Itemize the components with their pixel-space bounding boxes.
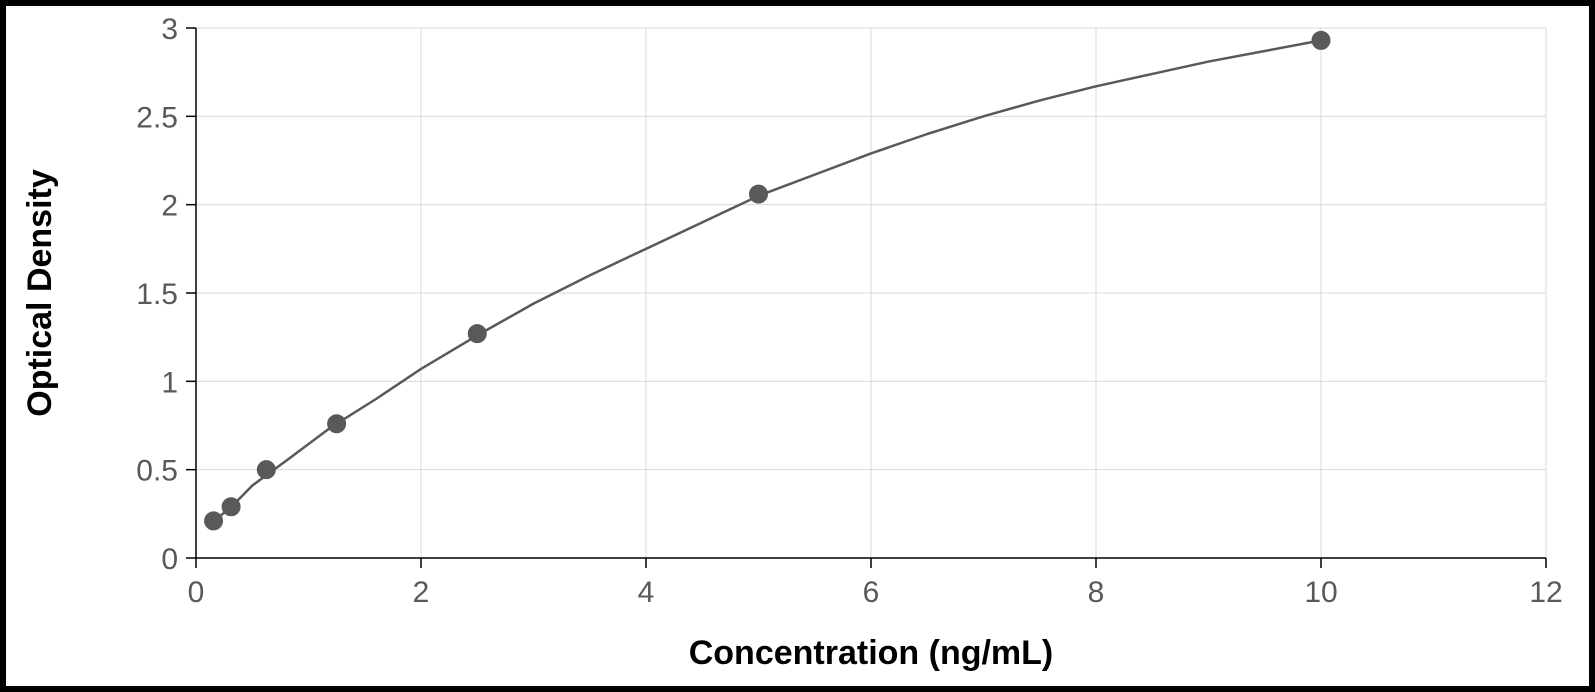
y-tick-label: 1 bbox=[161, 366, 178, 399]
y-axis-title: Optical Density bbox=[21, 169, 59, 417]
y-tick-label: 3 bbox=[161, 13, 178, 46]
y-tick-label: 0 bbox=[161, 543, 178, 576]
x-axis-title: Concentration (ng/mL) bbox=[689, 634, 1054, 672]
data-point-marker bbox=[257, 461, 275, 479]
data-point-marker bbox=[1312, 31, 1330, 49]
x-tick-label: 6 bbox=[863, 576, 880, 609]
y-tick-label: 2.5 bbox=[136, 101, 178, 134]
x-tick-label: 12 bbox=[1529, 576, 1562, 609]
chart-frame: 0 2 4 6 8 10 12 0 0.5 1 1.5 2 2.5 3 Concentration (ng/… bbox=[0, 0, 1595, 692]
data-point-marker bbox=[750, 185, 768, 203]
x-tick-label: 0 bbox=[188, 576, 205, 609]
data-point-marker bbox=[222, 498, 240, 516]
y-tick-label: 1.5 bbox=[136, 278, 178, 311]
data-point-marker bbox=[328, 415, 346, 433]
data-point-marker bbox=[205, 512, 223, 530]
y-tick-label: 2 bbox=[161, 190, 178, 223]
x-tick-label: 8 bbox=[1088, 576, 1105, 609]
x-tick-label: 2 bbox=[413, 576, 430, 609]
x-tick-label: 10 bbox=[1304, 576, 1337, 609]
standard-curve-chart: 0 2 4 6 8 10 12 0 0.5 1 1.5 2 2.5 3 Concentration (ng/… bbox=[6, 6, 1589, 686]
y-tick-label: 0.5 bbox=[136, 455, 178, 488]
x-tick-label: 4 bbox=[638, 576, 655, 609]
data-point-marker bbox=[468, 325, 486, 343]
